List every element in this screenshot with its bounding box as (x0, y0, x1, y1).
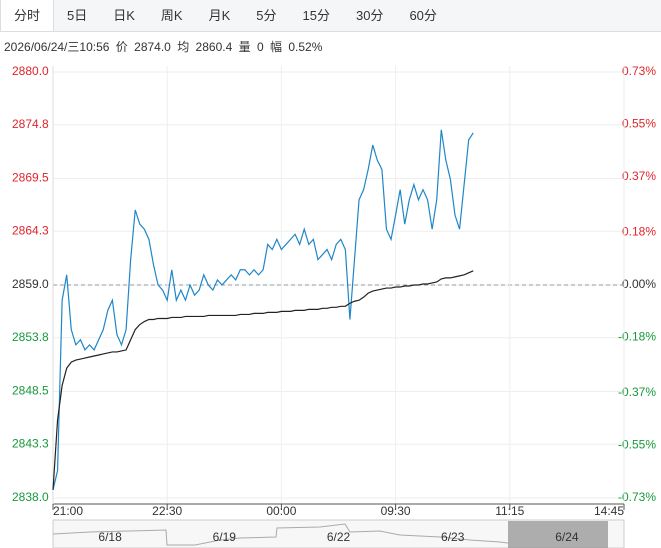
navigator-label: 6/23 (441, 530, 465, 544)
y-tick-label: 2859.0 (12, 277, 49, 291)
y2-tick-label: 0.18% (622, 225, 656, 239)
tab-bar: 分时 5日 日K 周K 月K 5分 15分 30分 60分 (0, 0, 661, 32)
range-label: 幅 (269, 40, 282, 54)
navigator-line (52, 523, 509, 546)
datetime: 2026/06/24/三10:56 (4, 40, 110, 54)
tab[interactable]: 15分 (302, 8, 330, 23)
tab[interactable]: 30分 (355, 8, 384, 23)
navigator-window (508, 521, 608, 548)
tab[interactable]: 60分 (409, 8, 437, 23)
y-tick-label: 2869.5 (12, 171, 49, 185)
tab[interactable]: 周K (160, 8, 183, 23)
y-tick-label: 2880.0 (12, 64, 49, 78)
navigator-label: 6/19 (213, 530, 237, 544)
y-tick-label: 2838.0 (12, 490, 49, 504)
y-tick-label: 2864.3 (12, 223, 49, 237)
series-line (52, 270, 474, 490)
x-tick-label: 00:00 (266, 504, 296, 518)
navigator-label: 6/22 (327, 530, 351, 544)
tab[interactable]: 分时 (0, 0, 55, 31)
x-tick-label: 22:30 (152, 504, 182, 518)
y2-tick-label: -0.37% (618, 385, 656, 399)
y-tick-label: 2848.5 (12, 384, 49, 398)
avg: 2860.4 (195, 40, 233, 54)
navigator (52, 519, 625, 548)
navigator-label: 6/24 (555, 530, 579, 544)
y-tick-label: 2843.3 (12, 436, 49, 450)
info-line: 2026/06/24/三10:56 价 2874.0 均 2860.4 量 0 … (4, 38, 325, 55)
navigator-label: 6/18 (98, 530, 122, 544)
x-tick-label: 14:45 (594, 504, 624, 518)
tab[interactable]: 5日 (67, 8, 88, 23)
y2-tick-label: -0.55% (618, 438, 656, 452)
y-tick-label: 2853.8 (12, 330, 49, 344)
y-tick-label: 2874.8 (12, 117, 49, 131)
y2-tick-label: -0.73% (618, 490, 656, 504)
series-line (52, 129, 474, 491)
vol-label: 量 (238, 40, 251, 54)
avg-label: 均 (177, 40, 190, 54)
range: 0.52% (288, 40, 323, 54)
price: 2874.0 (134, 40, 171, 54)
y2-tick-label: 0.55% (622, 117, 656, 131)
tab[interactable]: 日K (113, 8, 135, 23)
y2-tick-label: 0.37% (622, 169, 656, 183)
y2-tick-label: 0.00% (622, 277, 656, 291)
y2-tick-label: 0.73% (622, 64, 656, 78)
x-tick-label: 09:30 (381, 504, 411, 518)
vol: 0 (256, 40, 264, 54)
y2-tick-label: -0.18% (618, 330, 656, 344)
x-tick-label: 11:15 (495, 504, 524, 518)
tab[interactable]: 5分 (256, 8, 277, 23)
price-label: 价 (115, 40, 128, 54)
tab[interactable]: 月K (208, 8, 231, 23)
x-tick-label: 21:00 (53, 504, 83, 518)
